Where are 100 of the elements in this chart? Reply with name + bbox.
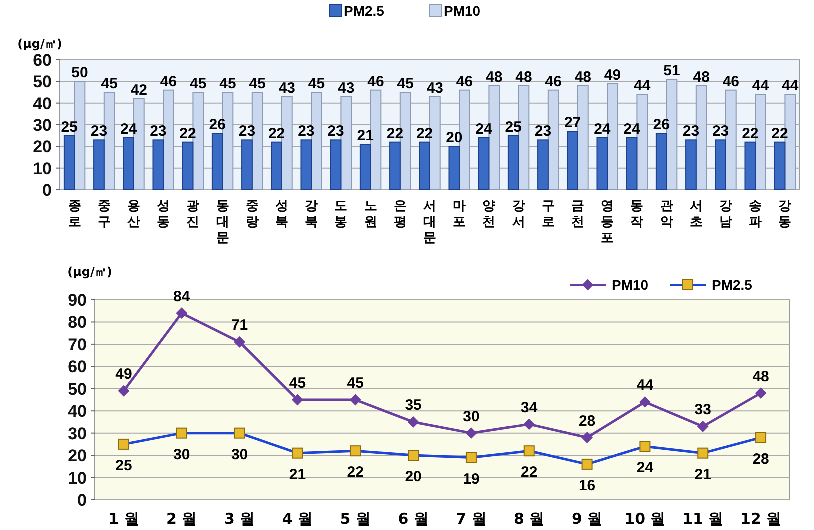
point (234, 336, 246, 348)
bar (715, 140, 726, 190)
data-label: 46 (160, 73, 178, 90)
data-label: 45 (347, 375, 364, 392)
y-tick-label: 90 (68, 291, 87, 310)
data-label: 45 (397, 76, 414, 92)
data-label: 43 (426, 80, 444, 97)
bar (656, 133, 668, 190)
data-label: 49 (604, 66, 622, 84)
x-tick-label: 서대문 (424, 199, 436, 246)
data-label: 25 (116, 457, 132, 474)
y-tick-label: 40 (68, 402, 87, 422)
data-label: 22 (347, 464, 364, 482)
bar (596, 138, 608, 190)
x-tick-label: 도봉 (334, 199, 348, 230)
legend-label: PM10 (612, 277, 649, 293)
x-tick-label: 중랑 (246, 199, 259, 230)
bar (478, 138, 490, 190)
data-label: 51 (664, 62, 680, 80)
bar (538, 140, 549, 190)
x-tick-label: 11 월 (682, 510, 724, 528)
data-label: 34 (521, 399, 538, 416)
data-label: 27 (564, 114, 582, 132)
bar (271, 142, 282, 190)
data-label: 48 (574, 69, 592, 86)
x-tick-label: 송파 (749, 199, 762, 230)
point (582, 432, 593, 444)
y-tick-label: 0 (78, 491, 87, 510)
data-label: 43 (338, 80, 355, 97)
data-label: 24 (624, 121, 642, 138)
data-label: 30 (231, 446, 248, 464)
bar (123, 138, 134, 190)
data-label: 24 (476, 121, 494, 138)
x-tick-label: 12 월 (740, 510, 782, 528)
data-label: 23 (682, 123, 700, 140)
y-tick-label: 40 (33, 94, 52, 114)
data-label: 30 (463, 408, 480, 426)
data-label: 48 (516, 69, 532, 86)
bar (300, 140, 312, 190)
x-tick-label: 3 월 (224, 510, 256, 528)
x-tick-label: 양천 (482, 199, 496, 230)
data-label: 22 (386, 125, 404, 142)
y-axis-title: (μg/㎥) (18, 37, 62, 51)
y-tick-label: 50 (68, 380, 87, 399)
point (640, 396, 651, 408)
y-tick-label: 60 (33, 51, 52, 70)
legend-label: PM10 (444, 3, 481, 19)
data-label: 44 (752, 78, 770, 95)
x-tick-label: 8 월 (514, 510, 545, 528)
bar (242, 140, 253, 190)
x-tick-label: 1 월 (108, 510, 140, 528)
x-tick-label: 2 월 (166, 510, 198, 528)
legend-label: PM2.5 (344, 3, 385, 19)
y-tick-label: 10 (68, 468, 87, 488)
data-label: 25 (61, 118, 78, 136)
data-label: 35 (405, 397, 422, 414)
bar (390, 142, 401, 190)
bar (152, 140, 164, 190)
data-label: 48 (486, 69, 503, 86)
x-tick-label: 종로 (68, 199, 82, 230)
bar (448, 146, 460, 190)
x-tick-label: 강북 (305, 199, 318, 230)
data-label: 20 (446, 130, 463, 147)
x-tick-label: 광진 (186, 199, 200, 230)
x-tick-label: 동대문 (216, 199, 230, 246)
x-tick-label: 강동 (778, 199, 792, 230)
x-tick-label: 마포 (453, 199, 466, 230)
y-tick-label: 60 (68, 358, 87, 377)
y-tick-label: 20 (33, 138, 52, 157)
data-label: 21 (694, 466, 712, 484)
x-tick-label: 은평 (394, 199, 407, 230)
x-tick-label: 용산 (128, 199, 140, 230)
data-label: 42 (130, 82, 148, 99)
bar (508, 135, 520, 190)
y-tick-label: 80 (68, 313, 87, 332)
x-tick-label: 서초 (690, 199, 703, 230)
point (698, 421, 709, 432)
point (176, 308, 188, 319)
data-label: 28 (578, 412, 596, 430)
data-label: 16 (578, 477, 596, 494)
data-label: 23 (150, 123, 167, 140)
bar (567, 131, 578, 190)
y-tick-label: 50 (33, 72, 52, 92)
point (408, 416, 420, 428)
data-label: 22 (268, 125, 286, 142)
data-label: 23 (238, 123, 256, 140)
y-tick-label: 30 (33, 116, 52, 135)
data-label: 26 (209, 116, 226, 134)
x-tick-label: 관악 (660, 199, 674, 230)
data-label: 44 (636, 377, 654, 394)
data-label: 23 (90, 123, 108, 140)
x-tick-label: 중구 (98, 199, 111, 230)
point (118, 386, 130, 397)
data-label: 24 (120, 121, 138, 138)
bar (94, 140, 105, 190)
legend-label: PM2.5 (712, 277, 753, 293)
x-tick-label: 동작 (630, 199, 644, 230)
data-label: 48 (752, 368, 770, 386)
bar (774, 142, 786, 190)
data-label: 30 (174, 446, 190, 464)
